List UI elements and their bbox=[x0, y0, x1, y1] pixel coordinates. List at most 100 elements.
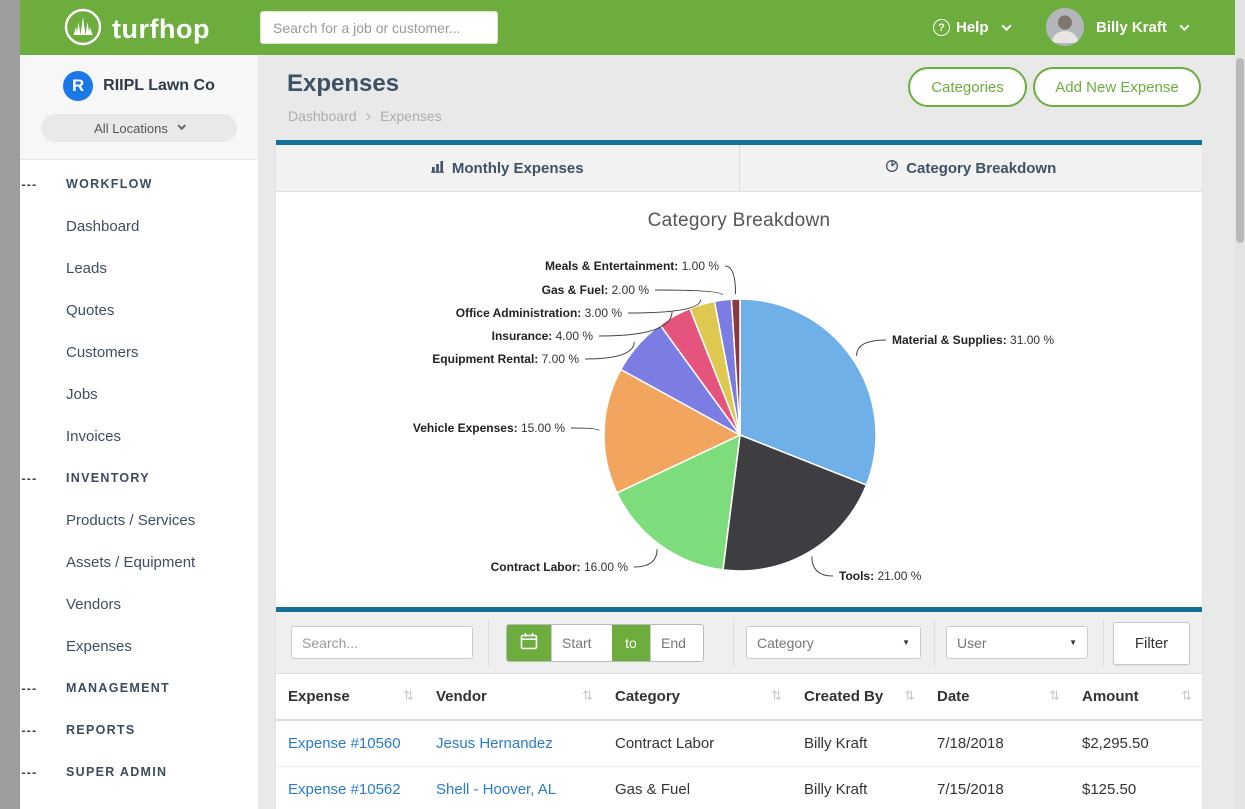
column-header-created-by[interactable]: Created By⇅ bbox=[792, 674, 925, 720]
sidebar-item-quotes[interactable]: Quotes bbox=[20, 289, 258, 331]
cell-created-by: Billy Kraft bbox=[792, 720, 925, 766]
user-select[interactable]: User ▼ bbox=[946, 626, 1088, 659]
table-row: Expense #10560 Jesus Hernandez Contract La… bbox=[276, 720, 1202, 766]
sidebar-item-label: Leads bbox=[66, 260, 107, 277]
vendor-link[interactable]: Shell - Hoover, AL bbox=[436, 781, 556, 798]
expense-link[interactable]: Expense #10562 bbox=[288, 781, 401, 798]
user-select-value: User bbox=[957, 635, 987, 651]
column-header-category[interactable]: Category⇅ bbox=[603, 674, 792, 720]
divider bbox=[934, 620, 935, 666]
chart-tabs: Monthly Expenses Category Breakdown bbox=[276, 145, 1202, 192]
sidebar-item-label: WORKFLOW bbox=[66, 177, 153, 191]
column-header-amount[interactable]: Amount⇅ bbox=[1070, 674, 1202, 720]
page-title: Expenses bbox=[287, 70, 399, 98]
label-leader-line bbox=[857, 340, 886, 356]
select-arrow-icon: ▼ bbox=[1069, 638, 1077, 647]
column-header-date[interactable]: Date ⇅ bbox=[925, 674, 1070, 720]
sort-icon[interactable]: ⇅ bbox=[771, 688, 782, 704]
help-menu[interactable]: ? Help bbox=[933, 0, 1010, 55]
column-label: Vendor bbox=[436, 688, 487, 705]
expense-link[interactable]: Expense #10560 bbox=[288, 735, 401, 752]
scrollbar-thumb[interactable] bbox=[1236, 58, 1244, 243]
divider bbox=[1103, 620, 1104, 666]
tab-monthly-expenses[interactable]: Monthly Expenses bbox=[276, 145, 739, 191]
window-edge bbox=[0, 0, 20, 809]
cell-category: Gas & Fuel bbox=[603, 766, 792, 809]
pie-label-equipment-rental: Equipment Rental: 7.00 % bbox=[432, 352, 579, 366]
cell-created-by: Billy Kraft bbox=[792, 766, 925, 809]
avatar[interactable] bbox=[1046, 8, 1084, 46]
breadcrumb-dashboard[interactable]: Dashboard bbox=[288, 108, 357, 124]
cell-expense: Expense #10562 bbox=[276, 766, 424, 809]
sidebar-item-products-services[interactable]: Products / Services bbox=[20, 499, 258, 541]
label-leader-line bbox=[571, 428, 599, 431]
global-search-input[interactable] bbox=[260, 11, 498, 44]
cell-vendor: Jesus Hernandez bbox=[424, 720, 603, 766]
company-name: RIIPL Lawn Co bbox=[103, 77, 215, 95]
sidebar-item-expenses[interactable]: Expenses bbox=[20, 625, 258, 667]
sidebar-item-customers[interactable]: Customers bbox=[20, 331, 258, 373]
sidebar-item-label: Dashboard bbox=[66, 218, 139, 235]
sidebar-item-leads[interactable]: Leads bbox=[20, 247, 258, 289]
pie-label-tools: Tools: 21.00 % bbox=[839, 569, 922, 583]
sidebar-item-super-admin[interactable]: ----SUPER ADMIN bbox=[20, 751, 258, 793]
brand-name: turfhop bbox=[112, 14, 210, 45]
sidebar-item-reports[interactable]: ----REPORTS bbox=[20, 709, 258, 751]
sort-icon[interactable]: ⇅ bbox=[904, 688, 915, 704]
table-row: Expense #10562 Shell - Hoover, AL Gas & Fu… bbox=[276, 766, 1202, 809]
column-header-expense[interactable]: Expense⇅ bbox=[276, 674, 424, 720]
sort-icon[interactable]: ⇅ bbox=[1049, 688, 1060, 704]
category-select-value: Category bbox=[757, 635, 814, 651]
pie-chart-area: Category Breakdown Material & Supplies: … bbox=[276, 192, 1202, 606]
grass-logo-icon bbox=[64, 8, 102, 51]
vendor-link[interactable]: Jesus Hernandez bbox=[436, 735, 553, 752]
pie-label-contract-labor: Contract Labor: 16.00 % bbox=[491, 560, 629, 574]
sort-icon[interactable]: ⇅ bbox=[403, 688, 414, 704]
sidebar-item-workflow[interactable]: ----WORKFLOW bbox=[20, 163, 258, 205]
scrollbar[interactable] bbox=[1235, 0, 1245, 809]
calendar-button[interactable] bbox=[507, 625, 551, 661]
table-card: to Category ▼ User ▼ Filter Expense⇅Vend… bbox=[275, 607, 1203, 809]
category-select[interactable]: Category ▼ bbox=[746, 626, 921, 659]
sidebar-item-label: REPORTS bbox=[66, 723, 136, 737]
column-header-vendor[interactable]: Vendor ⇅ bbox=[424, 674, 603, 720]
label-leader-line bbox=[725, 266, 736, 294]
filter-bar: to Category ▼ User ▼ Filter bbox=[276, 612, 1202, 674]
categories-button[interactable]: Categories bbox=[908, 67, 1027, 107]
sort-icon[interactable]: ⇅ bbox=[1181, 688, 1192, 704]
sidebar-item-assets-equipment[interactable]: Assets / Equipment bbox=[20, 541, 258, 583]
user-menu[interactable]: Billy Kraft bbox=[1096, 0, 1188, 55]
add-new-expense-button[interactable]: Add New Expense bbox=[1033, 67, 1201, 107]
brand-logo[interactable]: turfhop bbox=[64, 8, 210, 51]
pie-label-office-administration: Office Administration: 3.00 % bbox=[456, 306, 623, 320]
divider bbox=[733, 620, 734, 666]
sidebar-item-dashboard[interactable]: Dashboard bbox=[20, 205, 258, 247]
pie-chart-icon bbox=[885, 159, 899, 177]
cell-vendor: Shell - Hoover, AL bbox=[424, 766, 603, 809]
sidebar: R RIIPL Lawn Co All Locations ----WORKFL… bbox=[20, 55, 258, 809]
help-icon: ? bbox=[933, 19, 950, 36]
label-leader-line bbox=[655, 290, 722, 295]
help-label: Help bbox=[956, 19, 989, 36]
cell-category: Contract Labor bbox=[603, 720, 792, 766]
sidebar-item-label: Vendors bbox=[66, 596, 121, 613]
pie-chart: Material & Supplies: 31.00 %Tools: 21.00… bbox=[276, 192, 1204, 606]
cell-amount: $2,295.50 bbox=[1070, 720, 1202, 766]
tab-category-breakdown[interactable]: Category Breakdown bbox=[739, 145, 1203, 191]
end-date-input[interactable] bbox=[650, 625, 703, 661]
start-date-input[interactable] bbox=[551, 625, 612, 661]
sort-icon[interactable]: ⇅ bbox=[582, 688, 593, 704]
sidebar-item-management[interactable]: ----MANAGEMENT bbox=[20, 667, 258, 709]
sidebar-item-invoices[interactable]: Invoices bbox=[20, 415, 258, 457]
tab-label: Monthly Expenses bbox=[452, 160, 584, 177]
pie-label-vehicle-expenses: Vehicle Expenses: 15.00 % bbox=[413, 421, 565, 435]
location-selector[interactable]: All Locations bbox=[41, 114, 237, 142]
filter-button[interactable]: Filter bbox=[1113, 622, 1190, 665]
sidebar-item-inventory[interactable]: ----INVENTORY bbox=[20, 457, 258, 499]
table-search-input[interactable] bbox=[291, 626, 473, 659]
sidebar-item-vendors[interactable]: Vendors bbox=[20, 583, 258, 625]
company-row[interactable]: R RIIPL Lawn Co bbox=[20, 71, 258, 101]
sidebar-item-label: Invoices bbox=[66, 428, 121, 445]
column-label: Date bbox=[937, 688, 970, 705]
sidebar-item-jobs[interactable]: Jobs bbox=[20, 373, 258, 415]
